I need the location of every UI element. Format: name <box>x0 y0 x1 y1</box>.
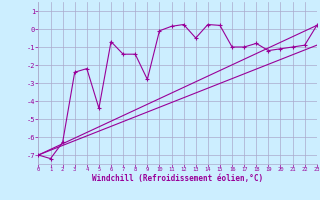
X-axis label: Windchill (Refroidissement éolien,°C): Windchill (Refroidissement éolien,°C) <box>92 174 263 183</box>
